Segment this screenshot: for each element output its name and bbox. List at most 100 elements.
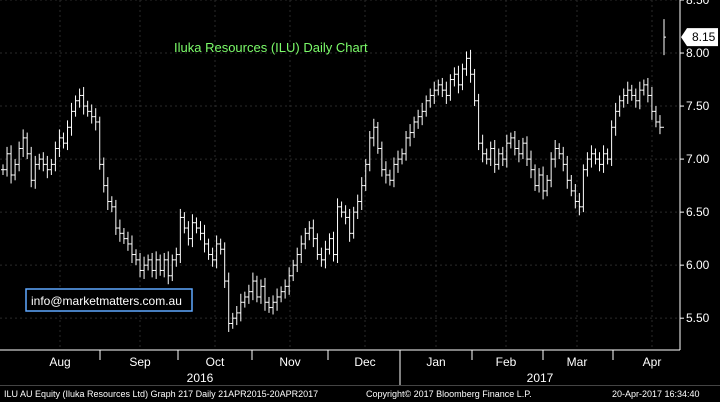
ohlc-bar [545,175,550,197]
ohlc-bar [117,219,122,242]
ohlc-bar [339,201,344,218]
ohlc-bar [662,19,666,128]
ohlc-bar [379,141,384,177]
ohlc-bar [166,251,171,285]
ohlc-bar [617,95,622,117]
ohlc-bar [17,141,22,172]
ohlc-bar [238,293,243,322]
ohlc-bar [85,100,90,117]
x-tick-label: Jan [426,355,445,369]
y-tick-label: 8.50 [686,0,710,7]
ohlc-bar [97,116,102,170]
ohlc-bar [45,155,50,179]
y-tick-label: 6.00 [686,258,710,272]
year-label: 2016 [187,371,214,385]
ohlc-bar [206,238,211,260]
ohlc-bars [1,19,666,332]
ohlc-bar [387,169,392,186]
ohlc-bar [484,148,489,165]
ohlc-bar [138,252,143,278]
ohlc-bar [134,249,139,266]
ohlc-bar [25,132,30,160]
ohlc-bar [311,219,316,248]
ohlc-bar [182,212,187,234]
ohlc-bar [327,233,332,255]
ohlc-bar [154,251,159,279]
ohlc-bar [178,208,183,264]
ohlc-bar [53,141,58,172]
ohlc-bar [383,161,388,184]
y-tick-label: 5.50 [686,311,710,325]
email-box[interactable]: info@marketmatters.com.au [25,288,193,312]
ohlc-bar [512,130,517,156]
ohlc-bar [395,150,400,173]
ohlc-bar [246,284,251,304]
ohlc-bar [428,88,433,108]
ohlc-bar [210,247,215,267]
ohlc-bar [537,168,542,193]
ohlc-bar [355,194,360,220]
x-tick-label: Dec [354,355,375,369]
chart-title: Iluka Resources (ILU) Daily Chart [174,40,368,55]
ohlc-bar [250,272,255,301]
ohlc-bar [468,49,473,83]
ohlc-bar [633,88,638,108]
ohlc-bar [452,67,457,87]
ohlc-bar [440,77,445,98]
ohlc-bar [448,74,453,101]
ohlc-bar [416,109,421,129]
x-tick-label: Feb [496,355,517,369]
y-tick-label: 7.50 [686,99,710,113]
ohlc-bar [569,175,574,197]
ohlc-bar [73,95,78,117]
ohlc-bar [557,143,562,160]
ohlc-bar [57,129,62,157]
ohlc-bar [299,235,304,264]
ohlc-bar [279,286,284,303]
x-tick-label: Oct [206,355,225,369]
ohlc-bar [436,79,441,96]
ohlc-bar [351,206,356,239]
ohlc-bar [113,199,118,235]
ohlc-bar [456,65,461,94]
ohlc-bar [77,88,82,108]
ohlc-bar [198,221,203,241]
ohlc-bar [29,146,34,188]
ohlc-bar [21,129,26,157]
ohlc-bar [476,93,481,151]
ohlc-bar [400,148,405,165]
ohlc-bar [218,238,223,255]
ohlc-bar [89,104,94,124]
ohlc-bar [275,288,280,311]
ohlc-bar [37,153,42,170]
x-tick-label: Mar [567,355,588,369]
ohlc-bar [375,121,380,154]
ohlc-bar [516,140,521,163]
ohlc-bar [121,228,126,244]
ohlc-bar [420,102,425,126]
ohlc-bar [621,88,626,108]
ohlc-bar [657,115,662,135]
ohlc-bar [186,221,191,246]
ohlc-bar [496,148,501,170]
ohlc-bar [593,148,598,165]
ohlc-bar [33,155,38,189]
ohlc-bar [262,277,267,311]
ohlc-bar [61,132,66,149]
ohlc-bar [162,252,167,278]
ohlc-bar [9,145,14,184]
ohlc-bar [307,221,312,241]
ohlc-bar [565,155,570,189]
ohlc-bar [637,81,642,110]
email-link[interactable]: info@marketmatters.com.au [31,294,182,308]
ohlc-bar [146,254,151,271]
ohlc-bar [69,102,74,136]
ohlc-bar [363,159,368,191]
ohlc-bar [520,137,525,160]
ohlc-bar [561,146,566,172]
ohlc-bar [158,254,163,276]
ohlc-bar [331,231,336,262]
ohlc-bar [170,254,175,282]
